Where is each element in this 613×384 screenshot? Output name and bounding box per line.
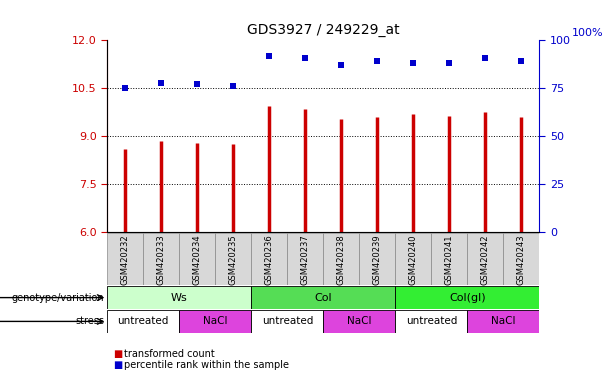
Text: stress: stress <box>75 316 104 326</box>
Text: GSM420237: GSM420237 <box>301 235 310 285</box>
Bar <box>503 233 539 285</box>
Bar <box>143 233 179 285</box>
Text: GSM420240: GSM420240 <box>409 235 418 285</box>
Text: 100%: 100% <box>572 28 604 38</box>
Text: GSM420238: GSM420238 <box>337 235 346 285</box>
Bar <box>287 233 324 285</box>
Text: GSM420242: GSM420242 <box>481 235 490 285</box>
Text: untreated: untreated <box>406 316 457 326</box>
Bar <box>359 233 395 285</box>
Text: ■: ■ <box>113 360 123 370</box>
Bar <box>179 310 251 333</box>
Text: GSM420233: GSM420233 <box>157 235 166 285</box>
Bar <box>179 233 215 285</box>
Text: GSM420243: GSM420243 <box>517 235 526 285</box>
Text: ■: ■ <box>113 349 123 359</box>
Text: GSM420236: GSM420236 <box>265 235 274 285</box>
Bar <box>251 233 287 285</box>
Bar <box>467 233 503 285</box>
Bar <box>395 286 539 309</box>
Text: Col: Col <box>314 293 332 303</box>
Bar <box>251 286 395 309</box>
Text: GSM420234: GSM420234 <box>193 235 202 285</box>
Text: NaCl: NaCl <box>491 316 516 326</box>
Bar <box>107 310 179 333</box>
Title: GDS3927 / 249229_at: GDS3927 / 249229_at <box>247 23 400 36</box>
Bar <box>251 310 324 333</box>
Text: GSM420239: GSM420239 <box>373 235 382 285</box>
Text: NaCl: NaCl <box>203 316 227 326</box>
Bar <box>467 310 539 333</box>
Text: Col(gl): Col(gl) <box>449 293 485 303</box>
Bar <box>432 233 467 285</box>
Bar <box>107 286 251 309</box>
Bar <box>107 233 143 285</box>
Text: transformed count: transformed count <box>124 349 215 359</box>
Bar <box>395 310 467 333</box>
Text: GSM420232: GSM420232 <box>121 235 130 285</box>
Text: GSM420241: GSM420241 <box>445 235 454 285</box>
Bar <box>324 233 359 285</box>
Bar <box>395 233 432 285</box>
Bar <box>215 233 251 285</box>
Text: percentile rank within the sample: percentile rank within the sample <box>124 360 289 370</box>
Text: NaCl: NaCl <box>347 316 371 326</box>
Text: untreated: untreated <box>262 316 313 326</box>
Text: genotype/variation: genotype/variation <box>12 293 104 303</box>
Bar <box>324 310 395 333</box>
Text: untreated: untreated <box>118 316 169 326</box>
Text: Ws: Ws <box>171 293 188 303</box>
Text: GSM420235: GSM420235 <box>229 235 238 285</box>
